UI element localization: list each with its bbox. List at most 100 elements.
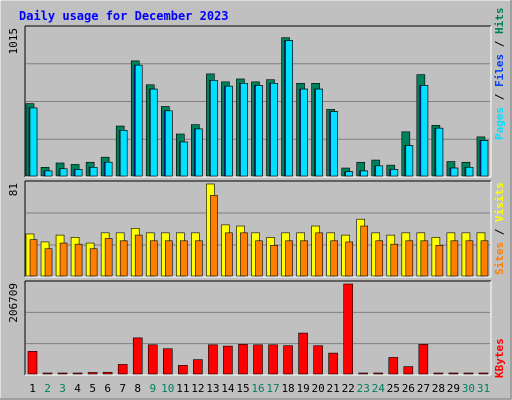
kbytes-bar — [478, 372, 489, 375]
x-tick-label: 16 — [251, 382, 264, 395]
pages-bar — [134, 64, 143, 177]
x-tick-label: 15 — [236, 382, 249, 395]
sites-bar — [195, 240, 203, 277]
sites-bar — [240, 232, 248, 277]
hits-legend: Pages / Files / Hits — [493, 8, 506, 141]
sites-bar — [270, 245, 278, 277]
kbytes-bar — [343, 283, 353, 375]
kbytes-bar — [418, 344, 429, 375]
pages-bar — [255, 85, 263, 177]
pages-bar — [180, 141, 188, 177]
kbytes-bar — [27, 351, 38, 375]
hits-ymax-label: 1015 — [7, 28, 20, 55]
pages-bar — [89, 167, 98, 177]
pages-bar — [480, 140, 489, 177]
x-tick-label: 2 — [44, 382, 51, 395]
sites-bar — [89, 248, 98, 277]
sites-bar — [435, 245, 444, 277]
kbytes-bar — [328, 352, 338, 375]
pages-bar — [149, 88, 158, 177]
sites-bar — [375, 240, 384, 277]
pages-bar — [435, 127, 444, 177]
chart-title: Daily usage for December 2023 — [19, 9, 229, 23]
pages-bar — [44, 170, 53, 177]
kbytes-bar — [162, 348, 173, 375]
pages-bar — [119, 130, 128, 177]
x-tick-label: 9 — [149, 382, 156, 395]
pages-bar — [225, 85, 233, 177]
kbytes-bar — [298, 332, 308, 375]
visits-legend: Sites / Visits — [493, 182, 506, 275]
kbytes-bar — [117, 364, 128, 375]
sites-bar — [345, 241, 353, 277]
x-tick-label: 29 — [447, 382, 460, 395]
sites-bar — [420, 240, 429, 277]
kbytes-bar — [283, 345, 293, 375]
pages-bar — [405, 145, 414, 177]
x-tick-label: 1 — [29, 382, 36, 395]
kbytes-bar — [238, 344, 248, 375]
sites-bar — [59, 242, 68, 277]
x-tick-label: 31 — [477, 382, 490, 395]
x-tick-label: 11 — [176, 382, 189, 395]
sites-bar — [225, 232, 233, 277]
sites-bar — [330, 240, 338, 277]
sites-bar — [44, 248, 53, 277]
pages-bar — [450, 167, 459, 177]
pages-bar — [360, 170, 369, 177]
kbytes-bar — [87, 372, 98, 375]
sites-bar — [119, 240, 128, 277]
kbytes-bar — [388, 357, 399, 375]
x-tick-label: 19 — [296, 382, 309, 395]
pages-bar — [300, 88, 308, 177]
kbytes-bar — [268, 344, 278, 375]
kbytes-bar — [72, 372, 83, 375]
kbytes-bar — [223, 345, 233, 375]
x-tick-label: 12 — [191, 382, 204, 395]
pages-bar — [74, 169, 83, 177]
x-tick-label: 7 — [119, 382, 126, 395]
sites-bar — [134, 234, 143, 277]
sites-bar — [480, 240, 489, 277]
visits-ymax-label: 81 — [7, 183, 20, 196]
pages-bar — [195, 128, 203, 177]
x-tick-label: 8 — [134, 382, 141, 395]
x-tick-label: 13 — [206, 382, 219, 395]
x-tick-label: 17 — [266, 382, 279, 395]
pages-bar — [345, 171, 353, 177]
pages-bar — [270, 83, 278, 177]
sites-bar — [300, 240, 308, 277]
kbytes-bar — [208, 344, 218, 375]
x-tick-label: 30 — [462, 382, 475, 395]
x-tick-label: 3 — [59, 382, 66, 395]
sites-bar — [360, 225, 369, 277]
sites-bar — [180, 240, 188, 277]
kbytes-bar — [102, 371, 113, 375]
kbytes-bar — [448, 372, 459, 375]
pages-bar — [59, 168, 68, 177]
pages-bar — [330, 111, 338, 177]
sites-bar — [255, 240, 263, 277]
kbytes-legend: KBytes — [493, 338, 506, 378]
pages-bar — [240, 83, 248, 177]
x-tick-label: 6 — [104, 382, 111, 395]
x-tick-label: 21 — [327, 382, 340, 395]
kbytes-bar — [403, 366, 414, 375]
kbytes-bar — [313, 345, 323, 375]
kbytes-bar — [373, 372, 384, 375]
pages-bar — [465, 167, 474, 177]
sites-bar — [405, 240, 414, 277]
x-tick-label: 26 — [402, 382, 415, 395]
kbytes-bar — [147, 344, 158, 375]
sites-bar — [465, 240, 474, 277]
x-tick-label: 23 — [357, 382, 370, 395]
x-tick-label: 14 — [221, 382, 235, 395]
kbytes-ymax-label: 206709 — [7, 283, 20, 323]
sites-bar — [285, 240, 293, 277]
x-tick-label: 27 — [417, 382, 430, 395]
kbytes-bar — [358, 372, 369, 375]
sites-bar — [29, 239, 38, 277]
sites-bar — [390, 243, 399, 277]
pages-bar — [285, 40, 293, 177]
pages-bar — [420, 85, 429, 177]
